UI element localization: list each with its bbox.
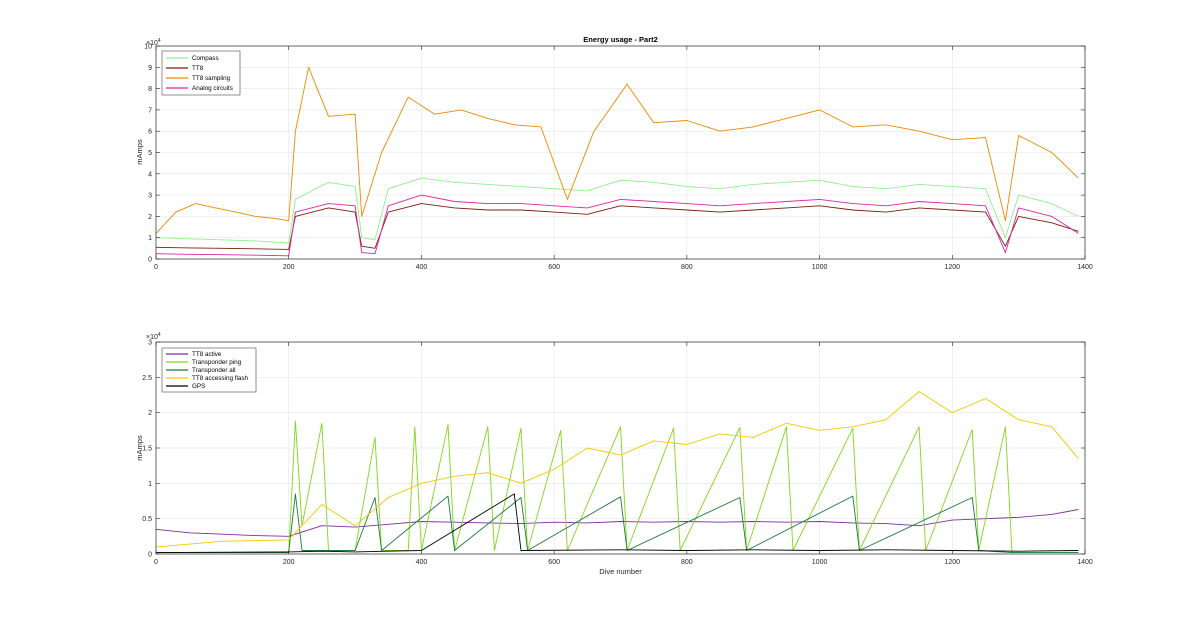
y-tick-label: 0 <box>148 257 152 264</box>
series-line-gps <box>155 493 1079 554</box>
x-tick-label: 800 <box>681 264 693 271</box>
y-tick-label: 0.5 <box>142 516 152 523</box>
bottom-chart-ticks: 0 200 400 600 800 1000 1200 1400 0 0.5 1 1.5 2 2.5 3 <box>142 340 1093 567</box>
y-tick-label: 10 <box>144 44 152 51</box>
legend-entry[interactable]: TT8 accessing flash <box>192 375 248 382</box>
x-tick-label: 200 <box>283 264 295 271</box>
series-line-analog-circuits <box>155 194 1079 257</box>
y-tick-label: 0 <box>148 552 152 559</box>
x-tick-label: 200 <box>283 559 295 566</box>
y-tick-label: 1.5 <box>142 446 152 453</box>
bottom-chart-xlabel: Dive number <box>599 567 642 576</box>
legend-entry[interactable]: Compass <box>192 55 219 62</box>
top-chart: Energy usage - Part2 mAmps ×104 0 200 400 6… <box>135 35 1093 271</box>
series-line-compass <box>155 177 1079 244</box>
y-tick-label: 2 <box>148 410 152 417</box>
y-tick-label: 1 <box>148 481 152 488</box>
bottom-chart-ylabel: mAmps <box>135 435 144 461</box>
y-tick-label: 1 <box>148 235 152 242</box>
legend-entry[interactable]: Transponder all <box>192 367 236 374</box>
x-tick-label: 1200 <box>944 559 960 566</box>
series-line-tt8-sampling <box>155 66 1079 234</box>
y-tick-label: 7 <box>148 107 152 114</box>
top-chart-legend[interactable]: Compass TT8 TT8 sampling Analog circuits <box>161 50 241 96</box>
x-tick-label: 600 <box>548 559 560 566</box>
x-tick-label: 0 <box>154 264 158 271</box>
y-tick-label: 2.5 <box>142 375 152 382</box>
x-tick-label: 1000 <box>812 264 828 271</box>
y-tick-label: 4 <box>148 171 152 178</box>
top-chart-ylabel: mAmps <box>135 139 144 165</box>
x-tick-label: 600 <box>548 264 560 271</box>
y-tick-label: 3 <box>148 193 152 200</box>
x-tick-label: 1000 <box>812 559 828 566</box>
series-line-tt8-accessing-flash <box>155 391 1079 548</box>
y-tick-label: 8 <box>148 86 152 93</box>
series-line-tt8 <box>155 203 1079 250</box>
y-tick-label: 5 <box>148 150 152 157</box>
legend-entry[interactable]: Analog circuits <box>192 85 233 92</box>
top-chart-series <box>155 66 1079 257</box>
x-tick-label: 400 <box>416 559 428 566</box>
legend-entry[interactable]: TT8 sampling <box>192 75 231 82</box>
x-tick-label: 400 <box>416 264 428 271</box>
x-tick-label: 1400 <box>1077 559 1093 566</box>
legend-entry[interactable]: Transponder ping <box>192 359 242 366</box>
top-chart-grid <box>156 46 1085 259</box>
legend-entry[interactable]: TT8 active <box>192 351 222 358</box>
top-chart-y-exponent: ×104 <box>146 38 161 47</box>
series-line-tt8-active <box>155 509 1079 537</box>
y-tick-label: 6 <box>148 129 152 136</box>
x-tick-label: 800 <box>681 559 693 566</box>
legend-entry[interactable]: GPS <box>192 383 205 390</box>
x-tick-label: 0 <box>154 559 158 566</box>
y-tick-label: 9 <box>148 65 152 72</box>
bottom-chart-y-exponent: ×104 <box>146 332 161 341</box>
top-chart-title: Energy usage - Part2 <box>583 35 658 44</box>
x-tick-label: 1200 <box>944 264 960 271</box>
top-chart-ticks: 0 200 400 600 800 1000 1200 1400 0 1 2 3 4 5 6 7 8 9 10 <box>144 44 1093 272</box>
bottom-chart-grid <box>156 342 1085 554</box>
y-tick-label: 3 <box>148 340 152 347</box>
bottom-chart-series <box>155 391 1079 554</box>
y-tick-label: 2 <box>148 214 152 221</box>
x-tick-label: 1400 <box>1077 264 1093 271</box>
legend-entry[interactable]: TT8 <box>192 65 204 72</box>
bottom-chart: Dive number mAmps ×104 0 200 400 600 800 1000… <box>135 332 1093 576</box>
